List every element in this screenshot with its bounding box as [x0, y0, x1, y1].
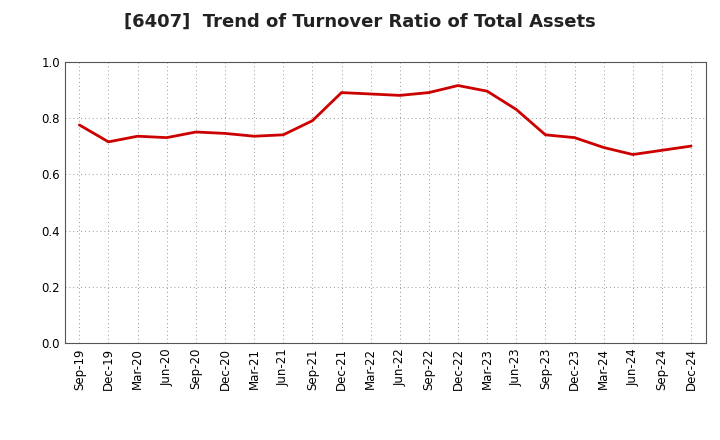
Text: [6407]  Trend of Turnover Ratio of Total Assets: [6407] Trend of Turnover Ratio of Total … — [124, 13, 596, 31]
